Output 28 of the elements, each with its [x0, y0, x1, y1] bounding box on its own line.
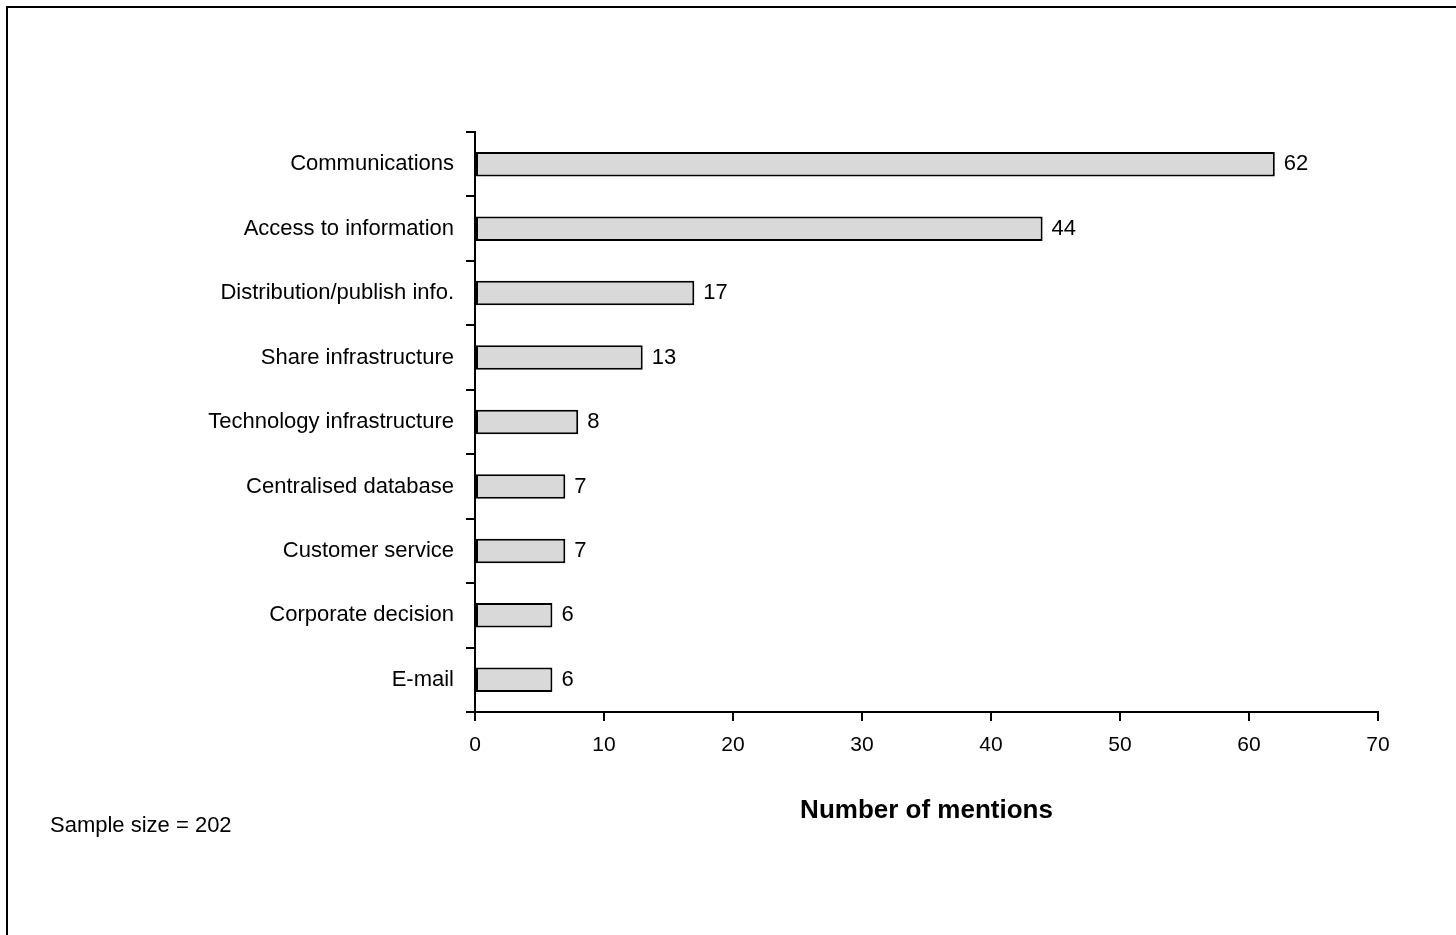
x-tick-label: 50: [1108, 732, 1132, 756]
data-label: 7: [574, 472, 587, 498]
y-tick-label: Share infrastructure: [260, 343, 454, 369]
x-tick-label: 60: [1237, 732, 1261, 756]
y-tick-label: Centralised database: [246, 472, 454, 498]
data-label: 7: [574, 536, 587, 562]
data-label: 6: [561, 665, 574, 691]
y-tick-label: Communications: [290, 150, 454, 176]
y-tick-label: E-mail: [391, 665, 454, 691]
x-tick-label: 10: [592, 732, 616, 756]
y-tick-label: Distribution/publish info.: [220, 279, 454, 305]
x-tick-label: 70: [1366, 732, 1390, 756]
x-axis-title: Number of mentions: [800, 793, 1053, 824]
y-tick-label: Customer service: [282, 536, 454, 562]
text: Sample size = 202: [50, 812, 232, 838]
data-label: 17: [703, 279, 728, 305]
x-tick-label: 40: [979, 732, 1003, 756]
y-tick-label: Access to information: [243, 214, 454, 240]
x-tick-label: 0: [469, 732, 481, 756]
data-label: 8: [587, 408, 600, 434]
data-label: 13: [651, 343, 677, 369]
y-tick-label: Corporate decision: [269, 601, 454, 627]
y-tick-label: Technology infrastructure: [208, 408, 454, 434]
data-label: 62: [1283, 150, 1309, 176]
x-tick-label: 20: [721, 732, 745, 756]
x-tick-label: 30: [850, 732, 874, 756]
data-label: 6: [561, 601, 574, 627]
data-label: 44: [1051, 214, 1077, 240]
